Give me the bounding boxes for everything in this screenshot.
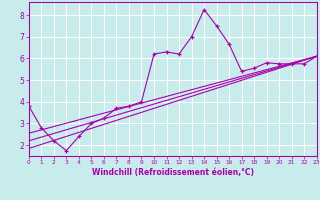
X-axis label: Windchill (Refroidissement éolien,°C): Windchill (Refroidissement éolien,°C) (92, 168, 254, 177)
